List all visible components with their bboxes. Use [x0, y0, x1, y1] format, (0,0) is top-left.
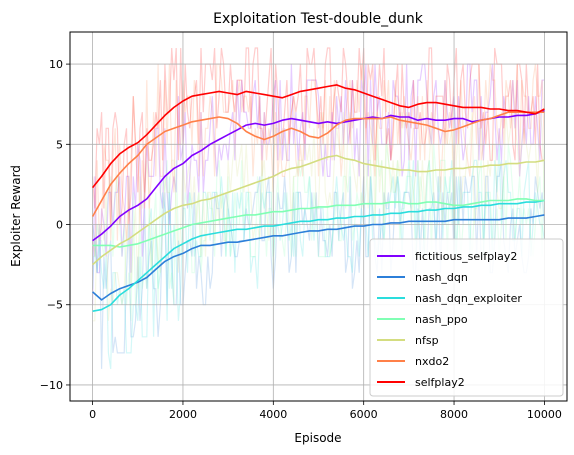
series-line-fictitious_selfplay2 — [92, 109, 545, 242]
raw-trace-nash_dqn — [92, 160, 545, 369]
series-line-nfsp — [92, 154, 545, 266]
y-tick-label: 0 — [56, 219, 63, 232]
series-line-nash_dqn_exploiter — [92, 199, 545, 312]
legend-label: nxdo2 — [415, 355, 449, 368]
legend-label: selfplay2 — [415, 376, 465, 389]
y-tick-label: −5 — [47, 299, 63, 312]
plot-area-frame — [69, 31, 568, 402]
y-tick-label: 10 — [49, 58, 63, 71]
y-tick-label: −10 — [40, 379, 63, 392]
chart-title: Exploitation Test-double_dunk — [213, 11, 424, 27]
legend-label: nash_dqn_exploiter — [415, 292, 522, 305]
legend-box — [369, 238, 564, 397]
x-tick-label: 10000 — [527, 408, 562, 421]
series-line-nxdo2 — [91, 111, 545, 217]
y-axis-label: Exploiter Reward — [9, 165, 23, 267]
x-tick-label: 8000 — [440, 408, 468, 421]
legend: fictitious_selfplay2 nash_dqn nash_dqn_exp… — [369, 238, 564, 397]
legend-label: nash_dqn — [415, 271, 468, 284]
x-tick-label: 6000 — [350, 408, 378, 421]
legend-items: fictitious_selfplay2 nash_dqn nash_dqn_exp… — [377, 250, 522, 389]
x-tick-label: 0 — [89, 408, 96, 421]
series-line-selfplay2 — [91, 84, 545, 189]
x-axis-label: Episode — [294, 431, 341, 445]
series-line-nash_ppo — [92, 198, 545, 248]
raw-trace-nash_dqn_exploiter — [92, 144, 545, 369]
legend-label: nash_ppo — [415, 313, 468, 326]
series-line-nash_dqn — [92, 214, 545, 301]
raw-trace-nxdo2 — [92, 63, 545, 257]
y-tick-label: 5 — [56, 138, 63, 151]
legend-label: fictitious_selfplay2 — [415, 250, 517, 263]
x-tick-label: 4000 — [259, 408, 287, 421]
x-tick-label: 2000 — [169, 408, 197, 421]
legend-label: nfsp — [415, 334, 439, 347]
smoothed-series-lines — [91, 84, 545, 312]
y-axis-ticks: −10 −5 0 5 10 — [40, 58, 70, 392]
x-axis-ticks: 0 2000 4000 6000 8000 10000 — [89, 401, 562, 421]
